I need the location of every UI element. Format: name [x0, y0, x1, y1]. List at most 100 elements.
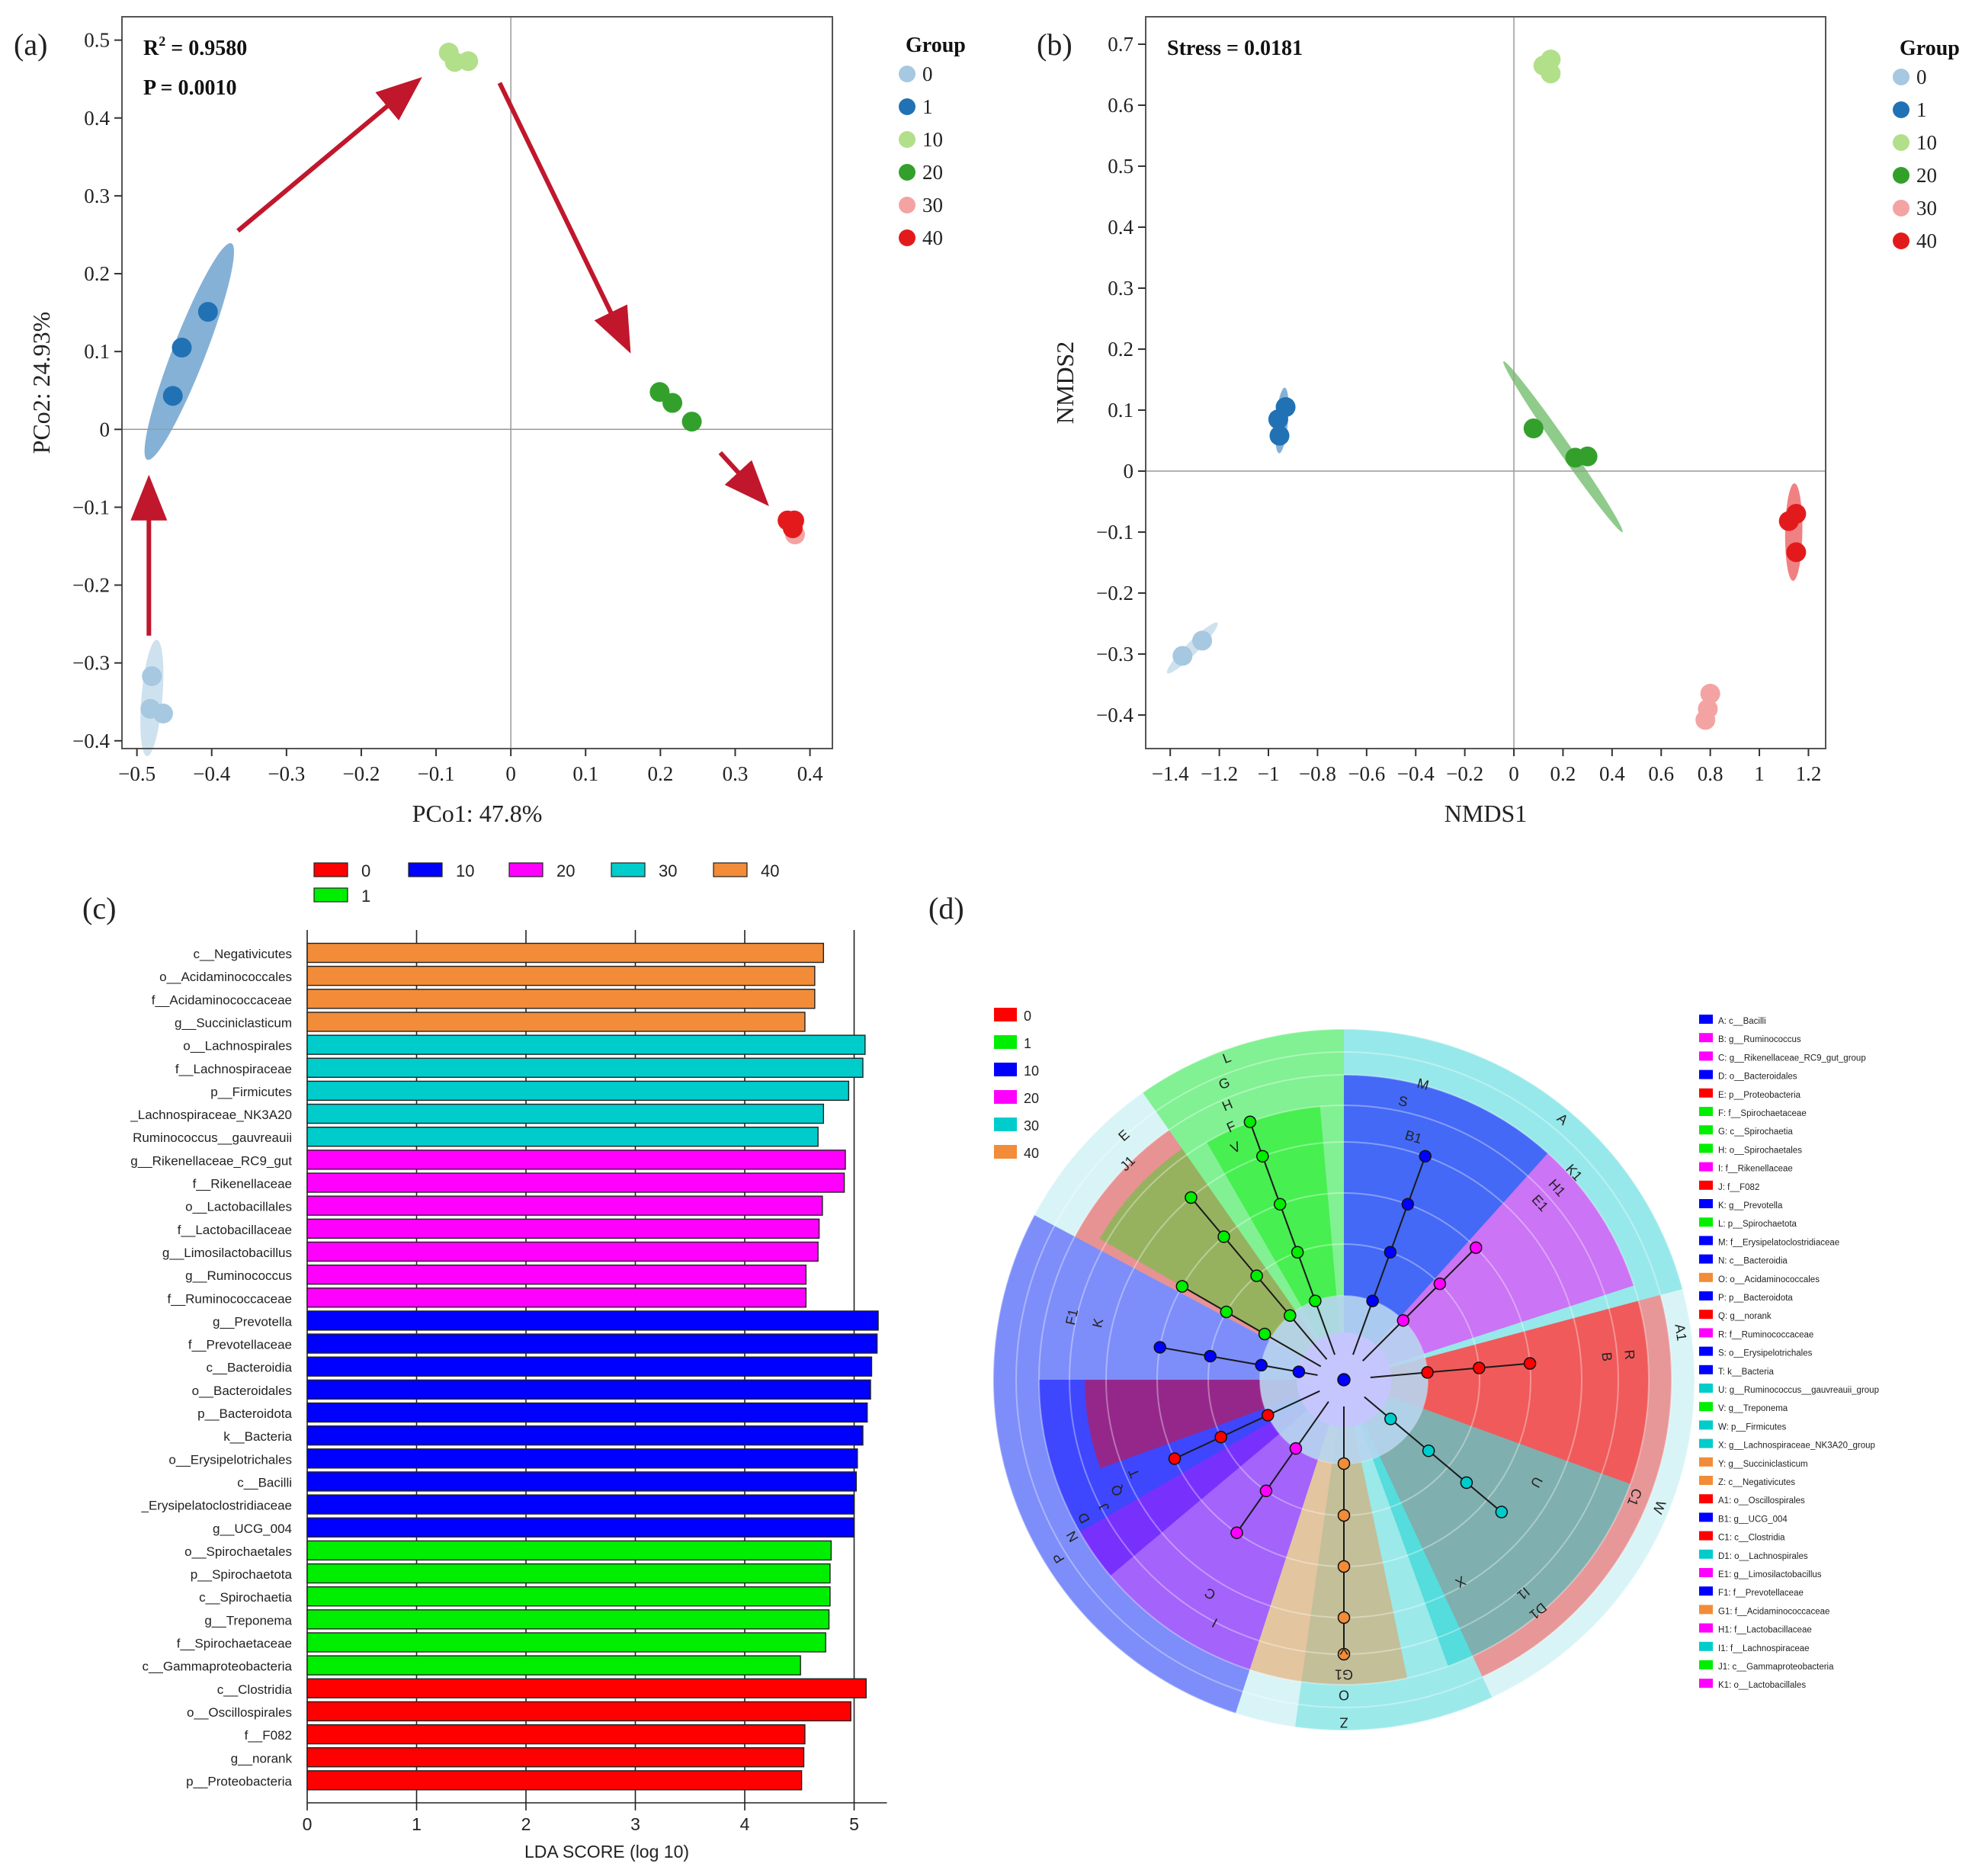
bar-label: c__Bacilli: [237, 1475, 292, 1490]
clade-node-0: [1214, 1430, 1227, 1444]
y-tick-label: −0.4: [72, 730, 110, 752]
clade-sector-30: [1344, 1380, 1631, 1666]
clade-node-10: [1401, 1198, 1415, 1211]
clade-letter: Y: [1339, 1641, 1348, 1656]
clade-node-30: [1384, 1413, 1397, 1425]
x-tick-label: 1: [1754, 762, 1765, 785]
taxa-legend-label: Q: g__norank: [1718, 1312, 1772, 1321]
taxa-legend-swatch: [1699, 1346, 1713, 1356]
legend-label: 40: [922, 226, 943, 249]
clade-node-0: [1421, 1366, 1434, 1379]
taxa-legend-swatch: [1699, 1476, 1713, 1485]
y-tick-label: −0.2: [72, 574, 110, 597]
bar-legend-swatch-0: [313, 862, 348, 877]
clade-letter: F1: [1063, 1307, 1081, 1326]
taxa-legend-label: L: p__Spirochaetota: [1718, 1220, 1797, 1229]
x-axis-label: PCo1: 47.8%: [412, 800, 543, 827]
clade-sector-10: [1344, 1075, 1548, 1380]
bar-label: p__Firmicutes: [210, 1085, 292, 1099]
y-tick-label: 0.3: [84, 184, 110, 207]
bar-legend-swatch-20: [508, 862, 544, 877]
taxa-legend-label: V: g__Treponema: [1718, 1404, 1788, 1413]
clade-node-0: [1473, 1361, 1486, 1374]
legend-label: 1: [922, 95, 933, 118]
taxa-legend-label: C: g__Rikenellaceae_RC9_gut_group: [1718, 1053, 1866, 1063]
taxa-legend-swatch: [1699, 1457, 1713, 1467]
cladogram-panel: 0 1 10 20 30 40 A: c__Bacilli B: g__Ruminococcu…: [992, 1008, 1879, 1731]
legend: Group 0 1 10 20 30 40: [1893, 37, 1960, 252]
clade-letter: B: [1598, 1352, 1614, 1362]
lda-bar-group-20: [306, 1288, 807, 1308]
taxa-legend-label: J: f__F082: [1718, 1183, 1759, 1192]
clade-node-1: [1220, 1305, 1233, 1319]
taxa-legend-label: F1: f__Prevotellaceae: [1718, 1589, 1804, 1598]
lda-bar-group-20: [306, 1195, 823, 1216]
bar-label: o__Lactobacillales: [185, 1200, 292, 1214]
taxa-legend-label: H1: f__Lactobacillaceae: [1718, 1626, 1812, 1635]
clade-ring: [1038, 1074, 1650, 1685]
bar-label: _Erysipelatoclostridiaceae: [141, 1499, 293, 1513]
bar-legend-swatch-40: [713, 862, 748, 877]
y-tick-label: 0.1: [1108, 399, 1133, 422]
clade-letter: G1: [1335, 1666, 1353, 1682]
bar-label: Ruminococcus__gauvreauii: [133, 1130, 292, 1145]
lda-bar-group-20: [306, 1241, 819, 1262]
data-point-group-0: [152, 704, 173, 724]
lda-bar-group-40: [306, 942, 825, 964]
data-point-group-40: [1786, 504, 1807, 524]
clade-letter: S: [1397, 1093, 1409, 1110]
bar-label: c__Negativicutes: [194, 947, 292, 961]
lda-bar-group-20: [306, 1264, 807, 1285]
x-axis-label: NMDS1: [1445, 800, 1527, 827]
clade-sector-20: [1344, 1153, 1634, 1380]
clade-sector-10: [1039, 1380, 1344, 1576]
taxa-legend-swatch: [1699, 1494, 1713, 1504]
data-point-group-1: [197, 302, 218, 322]
y-tick-label: −0.4: [1096, 704, 1133, 726]
legend-title: Group: [906, 34, 966, 57]
taxa-legend-label: J1: c__Gammaproteobacteria: [1718, 1663, 1834, 1672]
stat-annotation: Stress = 0.0181: [1167, 37, 1303, 60]
taxa-legend-swatch: [1699, 1586, 1713, 1596]
clade-node-1: [1250, 1269, 1263, 1282]
clade-legend-swatch-30: [994, 1118, 1017, 1131]
clade-legend-swatch-10: [994, 1063, 1017, 1076]
taxa-legend-label: K1: o__Lactobacillales: [1718, 1681, 1806, 1690]
plot-frame: [121, 16, 833, 749]
taxa-legend-label: D: o__Bacteroidales: [1718, 1073, 1797, 1082]
scatter-panel: −1.4 −1.2 −1 −0.8 −0.6 −0.4 −0.2 0 0.2 0.4 0.6 0.8 1…: [1051, 16, 1960, 827]
clade-sector-1: [1099, 1148, 1344, 1380]
lda-bar-group-0: [306, 1701, 851, 1722]
clade-root-node: [1337, 1373, 1351, 1387]
x-axis-label: LDA SCORE (log 10): [524, 1842, 689, 1862]
clade-legend-swatch-1: [994, 1035, 1017, 1049]
legend-marker-10: [899, 131, 915, 148]
legend-label: 30: [1916, 197, 1937, 220]
clade-node-40: [1337, 1647, 1351, 1661]
taxa-legend-swatch: [1699, 1051, 1713, 1061]
bar-label: g__Succiniclasticum: [175, 1015, 292, 1030]
lda-bar-group-0: [306, 1678, 867, 1699]
x-tick-label: 4: [740, 1814, 750, 1834]
lda-bar-group-40: [306, 1012, 806, 1032]
taxa-legend-label: G1: f__Acidaminococcaceae: [1718, 1607, 1829, 1616]
legend-marker-40: [1893, 232, 1909, 249]
legend-marker-30: [1893, 200, 1909, 216]
clade-node-1: [1217, 1230, 1230, 1243]
clade-ring: [1015, 1051, 1672, 1708]
taxa-legend-label: A1: o__Oscillospirales: [1718, 1496, 1805, 1506]
taxa-legend-swatch: [1699, 1069, 1713, 1079]
data-point-group-10: [1541, 63, 1561, 84]
clade-letter: R: [1621, 1349, 1637, 1361]
bar-label: o__Bacteroidales: [192, 1384, 292, 1398]
taxa-legend-label: Y: g__Succiniclasticum: [1718, 1460, 1808, 1469]
taxa-legend-label: D1: o__Lachnospirales: [1718, 1552, 1808, 1561]
clade-node-40: [1337, 1611, 1351, 1624]
clade-node-10: [1255, 1358, 1268, 1372]
taxa-legend-label: B1: g__UCG_004: [1718, 1515, 1788, 1524]
lda-bar-group-10: [306, 1333, 878, 1354]
taxa-legend-label: O: o__Acidaminococcales: [1718, 1275, 1820, 1284]
plot-frame: [1145, 16, 1826, 749]
taxa-legend-swatch: [1699, 1162, 1713, 1172]
x-tick-label: −0.2: [1446, 762, 1483, 785]
